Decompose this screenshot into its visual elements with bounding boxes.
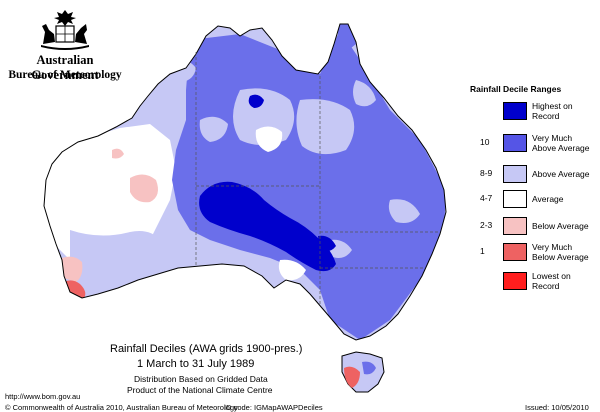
bom-url-link[interactable]: http://www.bom.gov.au: [5, 392, 81, 401]
legend-swatch: [503, 243, 527, 261]
legend-label: Above Average: [532, 169, 590, 179]
legend-swatch: [503, 190, 527, 208]
legend-label-line: Above Average: [532, 143, 590, 153]
legend-label-line: Average: [532, 194, 564, 204]
legend-label-line: Record: [532, 111, 560, 121]
legend-decile: 1: [480, 246, 485, 256]
legend-label-line: Lowest on: [532, 271, 571, 281]
legend-decile: 10: [480, 137, 490, 147]
map-period: 1 March to 31 July 1989: [137, 358, 255, 370]
legend-label-line: Highest on: [532, 101, 573, 111]
legend-label: Below Average: [532, 221, 589, 231]
legend-label-line: Below Average: [532, 221, 589, 231]
legend-decile: 8-9: [480, 168, 493, 178]
bureau-name: Bureau of Meteorology: [8, 69, 122, 81]
legend-label: Average: [532, 194, 564, 204]
legend-label: Very Much Above Average: [532, 133, 590, 153]
map-title: Rainfall Deciles (AWA grids 1900-pres.): [110, 343, 303, 355]
legend-title: Rainfall Decile Ranges: [470, 84, 562, 94]
legend-label-line: Below Average: [532, 252, 589, 262]
state-borders: [195, 52, 440, 304]
issued-date: Issued: 10/05/2010: [525, 403, 589, 412]
legend-decile: 4-7: [480, 193, 493, 203]
legend-decile: 2-3: [480, 220, 493, 230]
legend-swatch: [503, 102, 527, 120]
legend-swatch: [503, 134, 527, 152]
legend-label-line: Record: [532, 281, 560, 291]
government-name: Australian Government: [31, 53, 99, 82]
legend-label: Lowest on Record: [532, 271, 571, 291]
legend-swatch: [503, 165, 527, 183]
legend-label-line: Very Much: [532, 133, 573, 143]
copyright-text: © Commonwealth of Australia 2010, Austra…: [5, 403, 238, 412]
legend-label: Very Much Below Average: [532, 242, 589, 262]
coat-of-arms-emblem: [41, 10, 89, 50]
legend-label-line: Above Average: [532, 169, 590, 179]
map-note-product: Product of the National Climate Centre: [127, 385, 273, 395]
id-code: ID code: IGMapAWAPDeciles: [224, 403, 323, 412]
legend-label: Highest on Record: [532, 101, 573, 121]
legend-swatch: [503, 272, 527, 290]
map-note-distribution: Distribution Based on Gridded Data: [134, 374, 268, 384]
legend-label-line: Very Much: [532, 242, 573, 252]
legend-swatch: [503, 217, 527, 235]
